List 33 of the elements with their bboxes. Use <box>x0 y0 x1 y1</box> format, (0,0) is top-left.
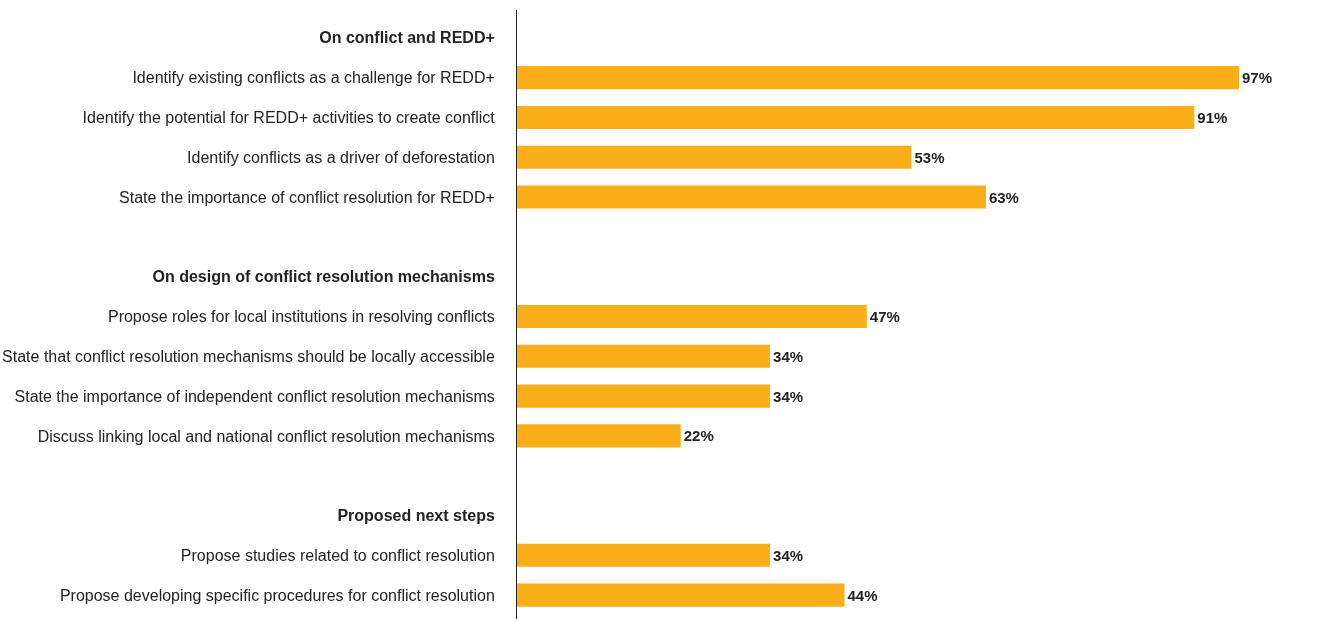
data-label: 34% <box>773 387 804 405</box>
bar <box>517 583 845 607</box>
y-tick-label: State the importance of independent conflict resolution mechanisms <box>14 387 495 405</box>
y-tick-label: State that conflict resolution mechanisms should be locally accessible <box>2 347 495 365</box>
y-tick-label: Propose developing specific procedures for conflict resolution <box>59 586 495 604</box>
data-label: 47% <box>869 307 900 325</box>
y-tick-label: On design of conflict resolution mechanisms <box>152 268 495 286</box>
data-label: 22% <box>683 427 714 445</box>
data-label: 91% <box>1197 108 1228 126</box>
bar <box>517 543 771 567</box>
y-tick-label: On conflict and REDD+ <box>319 29 495 47</box>
y-tick-label: Propose studies related to conflict resolution <box>180 546 495 564</box>
y-tick-label: State the importance of conflict resolution for REDD+ <box>119 188 495 206</box>
data-label: 53% <box>914 148 945 166</box>
y-tick-label: Identify the potential for REDD+ activities to create conflict <box>82 109 496 127</box>
data-label: 34% <box>773 347 804 365</box>
bar <box>517 344 771 368</box>
bar <box>517 384 771 408</box>
y-tick-label: Propose roles for local institutions in resolving conflicts <box>107 308 495 326</box>
data-label: 97% <box>1242 69 1273 87</box>
y-tick-label: Discuss linking local and national conflict resolution mechanisms <box>37 427 495 445</box>
y-tick-label: Proposed next steps <box>337 507 495 525</box>
bar <box>517 185 986 209</box>
bar <box>517 145 912 169</box>
bar <box>517 105 1195 130</box>
y-tick-label: Identify conflicts as a driver of deforestation <box>187 148 495 166</box>
data-label: 44% <box>847 586 878 604</box>
bar <box>517 304 867 329</box>
data-label: 34% <box>773 546 804 564</box>
y-tick-label: Identify existing conflicts as a challenge for REDD+ <box>132 69 495 87</box>
bar <box>517 66 1239 90</box>
bar <box>517 424 681 448</box>
data-label: 63% <box>988 188 1019 206</box>
